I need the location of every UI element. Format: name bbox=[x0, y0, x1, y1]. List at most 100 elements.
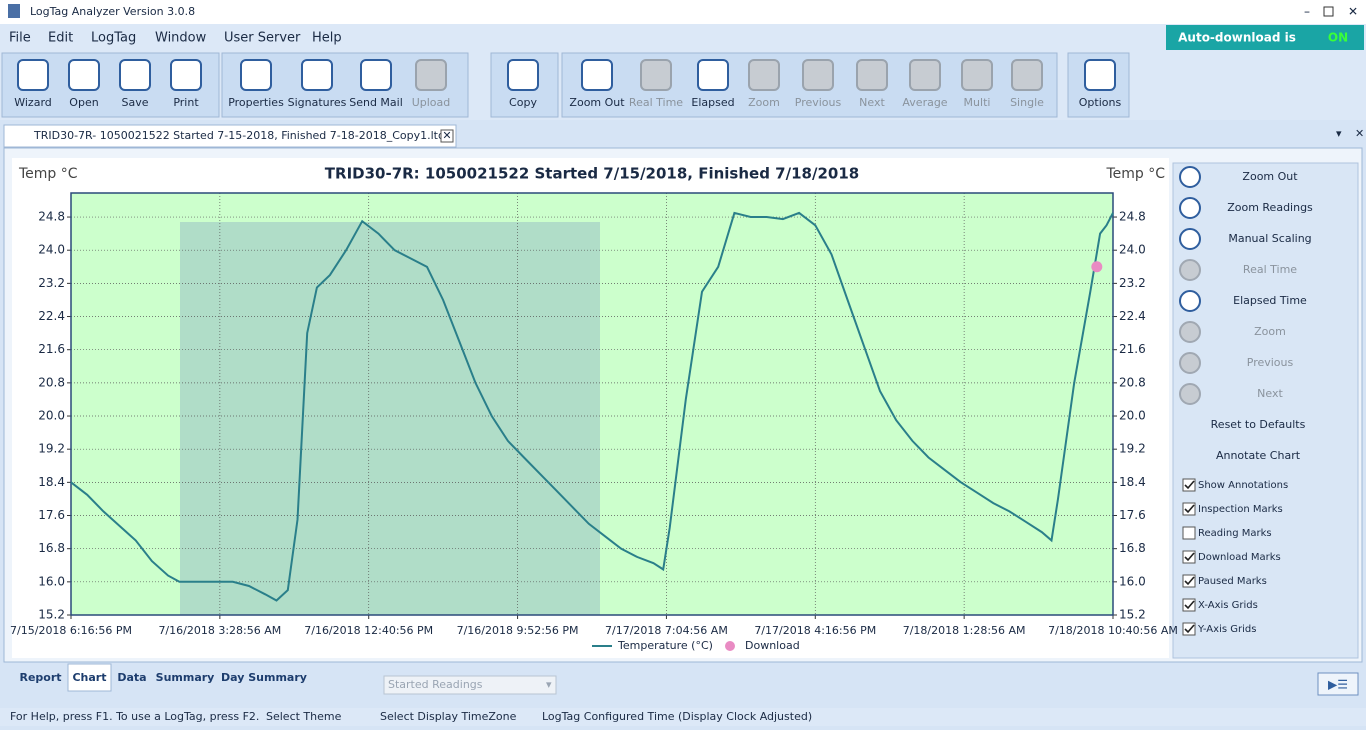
y-tick-label: 21.6 bbox=[38, 342, 65, 356]
y-tick-label: 15.2 bbox=[38, 608, 65, 622]
y-tick-label: 22.4 bbox=[38, 309, 65, 323]
checkbox-label[interactable]: Reading Marks bbox=[1198, 528, 1272, 539]
minimize[interactable]: – bbox=[1304, 5, 1310, 19]
toolbar-icon bbox=[697, 59, 729, 91]
checkbox[interactable] bbox=[1182, 574, 1196, 588]
action-icon bbox=[1179, 290, 1201, 312]
x-tick-label: 7/17/2018 4:16:56 PM bbox=[754, 624, 876, 637]
menu-bar bbox=[0, 24, 1366, 52]
checkbox[interactable] bbox=[1182, 502, 1196, 516]
checkbox[interactable] bbox=[1182, 598, 1196, 612]
bottom-tab[interactable]: Day Summary bbox=[221, 671, 307, 684]
toolbar-label: Next bbox=[859, 96, 885, 109]
checkbox[interactable] bbox=[1182, 478, 1196, 492]
checkbox-label[interactable]: Download Marks bbox=[1198, 552, 1281, 563]
side-action[interactable]: Zoom Out bbox=[1242, 170, 1298, 183]
toolbar-label: Previous bbox=[795, 96, 842, 109]
toolbar-label[interactable]: Wizard bbox=[14, 96, 52, 109]
y-tick-label: 18.4 bbox=[38, 475, 65, 489]
checkbox[interactable] bbox=[1182, 526, 1196, 540]
tab-menu[interactable]: ▾ bbox=[1336, 127, 1342, 140]
doc-close[interactable]: ✕ bbox=[1355, 127, 1364, 140]
y2-tick-label: 20.0 bbox=[1119, 409, 1146, 423]
y-tick-label: 24.8 bbox=[38, 210, 65, 224]
toolbar-label[interactable]: Save bbox=[121, 96, 148, 109]
y-tick-label: 19.2 bbox=[38, 442, 65, 456]
action-icon bbox=[1179, 352, 1201, 374]
menu-item[interactable]: User Server bbox=[224, 31, 301, 46]
status-item: For Help, press F1. To use a LogTag, pre… bbox=[10, 710, 259, 723]
checkbox[interactable] bbox=[1182, 622, 1196, 636]
maximize[interactable] bbox=[1323, 6, 1334, 17]
toolbar-icon bbox=[856, 59, 888, 91]
bottom-tab[interactable]: Summary bbox=[156, 671, 215, 684]
check-mark bbox=[1184, 600, 1195, 610]
toolbar-icon bbox=[640, 59, 672, 91]
status-item[interactable]: Select Theme bbox=[266, 710, 342, 723]
toolbar-label[interactable]: Elapsed bbox=[691, 96, 734, 109]
side-action[interactable]: Reset to Defaults bbox=[1211, 418, 1306, 431]
panel-toggle-icon: ▶☰ bbox=[1328, 678, 1348, 692]
auto-download[interactable] bbox=[1166, 25, 1364, 50]
bottom-bar bbox=[0, 664, 1366, 708]
side-action[interactable]: Manual Scaling bbox=[1228, 232, 1311, 245]
y2-tick-label: 24.0 bbox=[1119, 243, 1146, 257]
menu-item[interactable]: Help bbox=[312, 31, 342, 46]
bottom-tab[interactable]: Report bbox=[19, 671, 61, 684]
toolbar-label[interactable]: Options bbox=[1079, 96, 1122, 109]
y-tick-label: 23.2 bbox=[38, 276, 65, 290]
legend-label: Download bbox=[745, 639, 800, 652]
side-action: Next bbox=[1257, 387, 1283, 400]
close[interactable]: ✕ bbox=[1348, 5, 1358, 19]
status-item[interactable]: Select Display TimeZone bbox=[380, 710, 517, 723]
y2-tick-label: 19.2 bbox=[1119, 442, 1146, 456]
side-action[interactable]: Elapsed Time bbox=[1233, 294, 1307, 307]
x-tick-label: 7/17/2018 7:04:56 AM bbox=[605, 624, 728, 637]
toolbar-label[interactable]: Open bbox=[69, 96, 98, 109]
bottom-tab[interactable]: Data bbox=[117, 671, 146, 684]
checkbox-label[interactable]: Paused Marks bbox=[1198, 576, 1267, 587]
toolbar-icon bbox=[17, 59, 49, 91]
check-mark bbox=[1184, 480, 1195, 490]
tab-title: TRID30-7R- 1050021522 Started 7-15-2018,… bbox=[33, 129, 445, 142]
toolbar-label[interactable]: Print bbox=[173, 96, 199, 109]
plot-background bbox=[71, 193, 1113, 615]
y2-tick-label: 16.8 bbox=[1119, 541, 1146, 555]
checkbox-label[interactable]: X-Axis Grids bbox=[1198, 600, 1258, 611]
toolbar-label[interactable]: Send Mail bbox=[349, 96, 403, 109]
checkbox[interactable] bbox=[1182, 550, 1196, 564]
toolbar-label[interactable]: Copy bbox=[509, 96, 537, 109]
side-action[interactable]: Zoom Readings bbox=[1227, 201, 1313, 214]
check-mark bbox=[1184, 504, 1195, 514]
tab-close[interactable] bbox=[440, 129, 454, 143]
toolbar-label[interactable]: Signatures bbox=[288, 96, 347, 109]
toolbar-icon bbox=[170, 59, 202, 91]
side-action[interactable]: Annotate Chart bbox=[1216, 449, 1301, 462]
y2-tick-label: 20.8 bbox=[1119, 375, 1146, 389]
y-tick-label: 17.6 bbox=[38, 508, 65, 522]
action-icon bbox=[1179, 259, 1201, 281]
menu-item[interactable]: LogTag bbox=[91, 31, 136, 46]
toolbar-icon bbox=[961, 59, 993, 91]
bottom-tab[interactable]: Chart bbox=[72, 671, 106, 684]
menu-item[interactable]: File bbox=[9, 31, 31, 46]
toolbar-label: Multi bbox=[964, 96, 991, 109]
legend-swatch bbox=[725, 641, 735, 651]
readings-dropdown[interactable] bbox=[383, 675, 557, 695]
toolbar-label[interactable]: Zoom Out bbox=[569, 96, 625, 109]
checkbox-label[interactable]: Inspection Marks bbox=[1198, 504, 1283, 515]
title-bar bbox=[0, 0, 1366, 24]
bottom-tab-active bbox=[67, 663, 112, 692]
menu-item[interactable]: Window bbox=[155, 31, 207, 46]
menu-item[interactable]: Edit bbox=[48, 31, 73, 46]
toolbar-icon bbox=[748, 59, 780, 91]
toolbar-icon bbox=[1011, 59, 1043, 91]
document-tab[interactable] bbox=[3, 124, 457, 148]
panel-toggle[interactable] bbox=[1317, 672, 1359, 696]
y-tick-label: 20.0 bbox=[38, 409, 65, 423]
checkbox-label[interactable]: Y-Axis Grids bbox=[1197, 624, 1256, 635]
toolbar-label[interactable]: Properties bbox=[228, 96, 284, 109]
toolbar-icon bbox=[507, 59, 539, 91]
checkbox-label[interactable]: Show Annotations bbox=[1198, 480, 1288, 491]
tab-close-x: ✕ bbox=[442, 129, 451, 142]
